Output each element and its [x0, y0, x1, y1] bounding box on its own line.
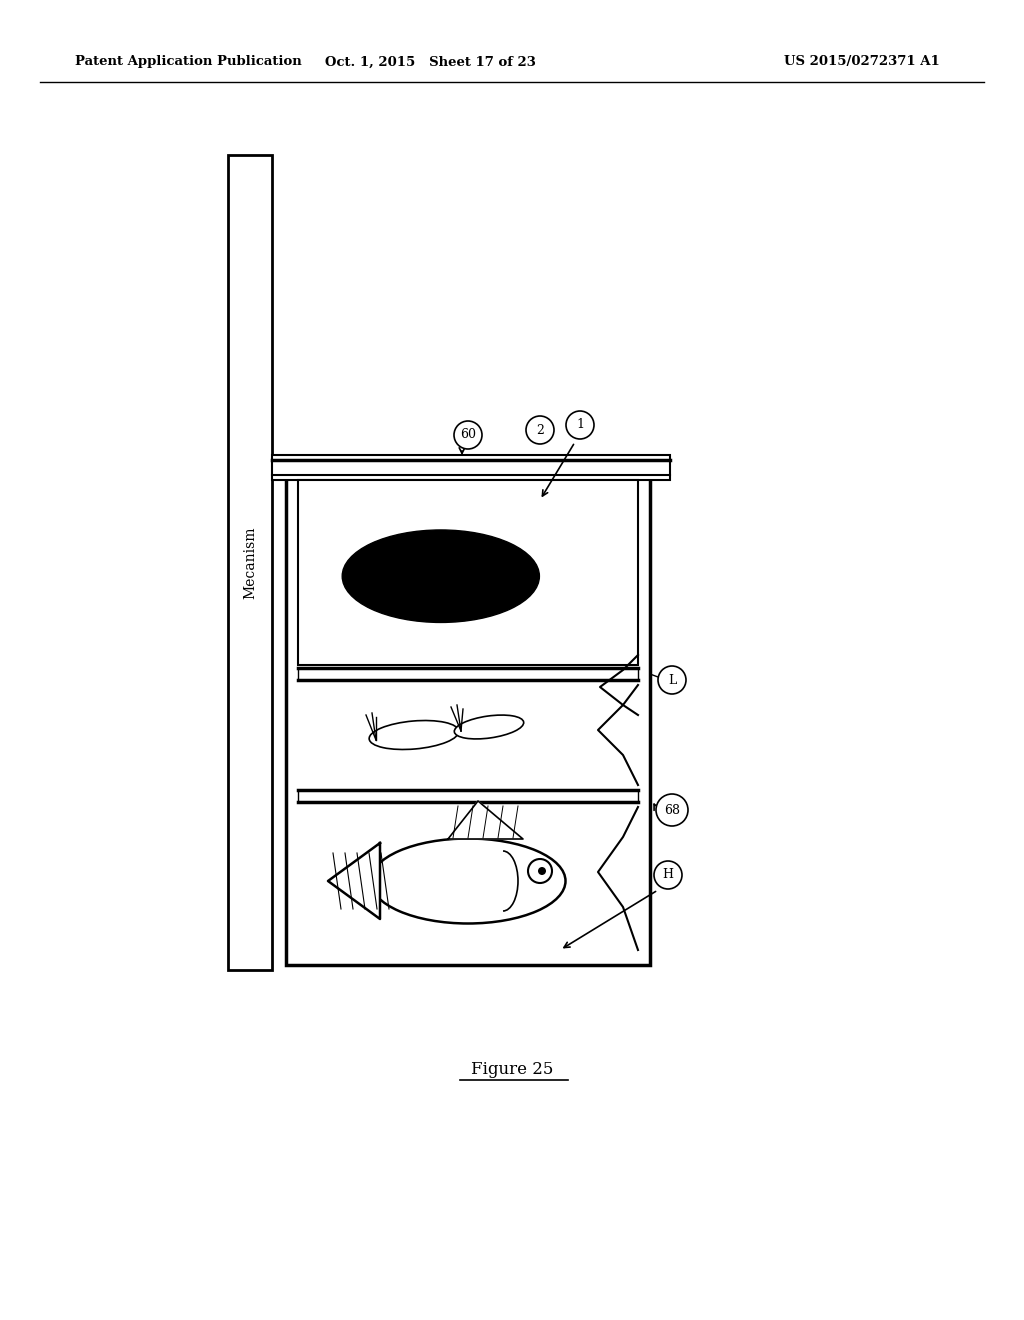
Bar: [298, 789, 638, 803]
Text: 2: 2: [536, 424, 544, 437]
Ellipse shape: [371, 838, 565, 924]
Circle shape: [526, 416, 554, 444]
Circle shape: [656, 795, 688, 826]
Ellipse shape: [370, 721, 459, 750]
Ellipse shape: [342, 529, 540, 623]
Text: US 2015/0272371 A1: US 2015/0272371 A1: [784, 55, 940, 69]
Bar: [228, 154, 272, 970]
Text: Oct. 1, 2015   Sheet 17 of 23: Oct. 1, 2015 Sheet 17 of 23: [325, 55, 536, 69]
Text: 60: 60: [460, 429, 476, 441]
Text: L: L: [668, 673, 676, 686]
Text: 68: 68: [664, 804, 680, 817]
Bar: [298, 480, 638, 665]
Ellipse shape: [455, 715, 523, 739]
Circle shape: [654, 861, 682, 888]
Bar: [286, 478, 650, 965]
Text: Figure 25: Figure 25: [471, 1061, 553, 1078]
Text: 1: 1: [575, 418, 584, 432]
Bar: [298, 668, 638, 680]
Circle shape: [566, 411, 594, 440]
Circle shape: [454, 421, 482, 449]
Circle shape: [528, 859, 552, 883]
Circle shape: [658, 667, 686, 694]
Circle shape: [538, 867, 546, 875]
Bar: [272, 455, 670, 480]
Polygon shape: [328, 843, 380, 919]
Text: Mecanism: Mecanism: [243, 527, 257, 599]
Polygon shape: [449, 801, 523, 840]
Text: Patent Application Publication: Patent Application Publication: [75, 55, 302, 69]
Text: H: H: [663, 869, 674, 882]
